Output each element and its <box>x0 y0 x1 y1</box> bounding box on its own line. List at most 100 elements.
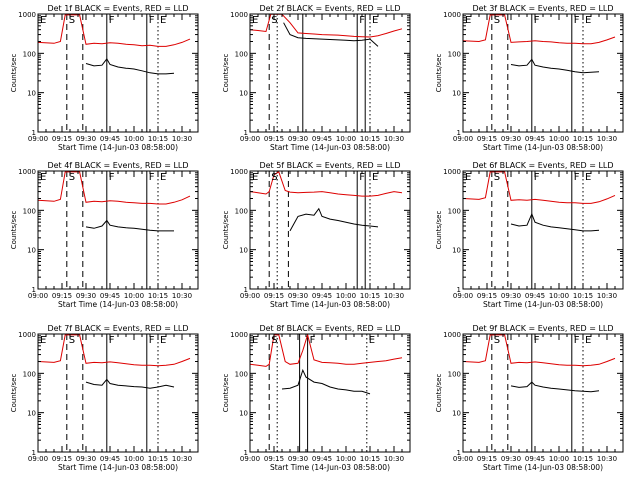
x-tick-label: 09:15 <box>477 135 497 143</box>
y-tick-label: 100 <box>23 50 36 58</box>
x-tick-label: 09:30 <box>76 455 96 463</box>
x-tick-label: 09:15 <box>477 455 497 463</box>
marker-label-s: S <box>69 15 75 26</box>
x-tick-label: 10:00 <box>336 455 356 463</box>
marker-label-f: F <box>109 335 115 346</box>
series-events-line <box>85 378 175 389</box>
plot-area <box>250 171 403 289</box>
y-tick-label: 1 <box>244 129 248 137</box>
marker-label-f: F <box>359 15 365 26</box>
y-tick-label: 1 <box>457 129 461 137</box>
x-tick-label: 09:45 <box>100 455 120 463</box>
marker-label-e: E <box>465 172 471 183</box>
y-tick-label: 1 <box>244 286 248 294</box>
marker-label-e: E <box>160 335 166 346</box>
chart-title: Det 4f BLACK = Events, RED = LLD <box>47 161 188 170</box>
series-events-line <box>289 207 379 232</box>
x-tick-label: 10:15 <box>148 455 168 463</box>
marker-label-f: F <box>109 172 115 183</box>
marker-label-e: E <box>585 172 591 183</box>
y-tick-label: 10 <box>239 247 248 255</box>
x-tick-label: 09:30 <box>288 292 308 300</box>
chart-title: Det 9f BLACK = Events, RED = LLD <box>472 324 613 333</box>
x-tick-label: 10:00 <box>336 135 356 143</box>
marker-label-s: S <box>494 172 500 183</box>
y-tick-label: 1000 <box>230 331 248 339</box>
y-axis-label: Counts/sec <box>222 54 230 93</box>
plot-area <box>38 171 191 289</box>
chart-title: Det 3f BLACK = Events, RED = LLD <box>472 4 613 13</box>
marker-label-e: E <box>372 172 378 183</box>
y-tick-label: 10 <box>452 410 461 418</box>
x-tick-label: 09:15 <box>52 455 72 463</box>
y-tick-label: 1000 <box>443 11 461 19</box>
y-tick-label: 10 <box>239 90 248 98</box>
marker-label-f: F <box>574 15 580 26</box>
marker-label-e: E <box>40 15 46 26</box>
marker-label-f: F <box>310 335 316 346</box>
x-tick-label: 09:30 <box>501 135 521 143</box>
x-tick-label: 09:45 <box>100 292 120 300</box>
marker-label-f: F <box>534 172 540 183</box>
y-tick-label: 10 <box>27 410 36 418</box>
x-tick-label: 09:45 <box>100 135 120 143</box>
y-tick-label: 1 <box>244 449 248 457</box>
x-tick-label: 09:45 <box>312 455 332 463</box>
x-tick-label: 09:45 <box>312 292 332 300</box>
marker-label-e: E <box>585 15 591 26</box>
x-tick-label: 09:30 <box>501 292 521 300</box>
chart-title: Det 7f BLACK = Events, RED = LLD <box>47 324 188 333</box>
x-tick-label: 09:45 <box>525 135 545 143</box>
y-tick-label: 1 <box>457 286 461 294</box>
marker-label-e: E <box>585 335 591 346</box>
x-axis-label: Start Time (14-Jun-03 08:58:00) <box>58 300 178 309</box>
y-axis-label: Counts/sec <box>222 374 230 413</box>
y-tick-label: 1 <box>32 449 36 457</box>
marker-label-s: S <box>69 335 75 346</box>
series-lld-line <box>38 171 191 205</box>
x-tick-label: 10:00 <box>124 135 144 143</box>
x-tick-label: 09:00 <box>28 135 48 143</box>
y-tick-label: 100 <box>23 207 36 215</box>
x-tick-label: 09:30 <box>288 455 308 463</box>
x-tick-label: 10:15 <box>573 135 593 143</box>
axes-frame <box>249 170 411 290</box>
y-tick-label: 1 <box>32 286 36 294</box>
x-tick-label: 09:00 <box>453 292 473 300</box>
series-events-line <box>510 381 600 393</box>
x-tick-label: 09:45 <box>525 292 545 300</box>
x-tick-label: 10:30 <box>597 292 617 300</box>
x-tick-label: 09:45 <box>525 455 545 463</box>
x-tick-label: 09:30 <box>501 455 521 463</box>
y-tick-label: 1 <box>457 449 461 457</box>
x-tick-label: 09:00 <box>453 135 473 143</box>
marker-label-e: E <box>252 335 258 346</box>
x-tick-label: 10:00 <box>124 292 144 300</box>
x-tick-label: 09:15 <box>264 135 284 143</box>
plot-area <box>250 334 403 452</box>
plot-area <box>463 334 616 452</box>
marker-label-e: E <box>40 335 46 346</box>
series-events-line <box>283 22 379 47</box>
marker-label-f: F <box>534 335 540 346</box>
x-axis-label: Start Time (14-Jun-03 08:58:00) <box>270 143 390 152</box>
x-tick-label: 09:00 <box>453 455 473 463</box>
plot-area <box>38 14 191 132</box>
marker-label-s: S <box>271 172 277 183</box>
x-tick-label: 10:15 <box>148 135 168 143</box>
marker-label-e: E <box>369 335 375 346</box>
x-axis-label: Start Time (14-Jun-03 08:58:00) <box>270 463 390 472</box>
x-tick-label: 10:15 <box>360 135 380 143</box>
x-axis-label: Start Time (14-Jun-03 08:58:00) <box>483 300 603 309</box>
marker-label-s: S <box>494 15 500 26</box>
y-axis-label: Counts/sec <box>10 211 18 250</box>
marker-label-f: F <box>149 172 155 183</box>
x-tick-label: 09:15 <box>264 292 284 300</box>
x-axis-label: Start Time (14-Jun-03 08:58:00) <box>270 300 390 309</box>
series-lld-line <box>463 334 616 367</box>
x-tick-label: 09:00 <box>240 292 260 300</box>
